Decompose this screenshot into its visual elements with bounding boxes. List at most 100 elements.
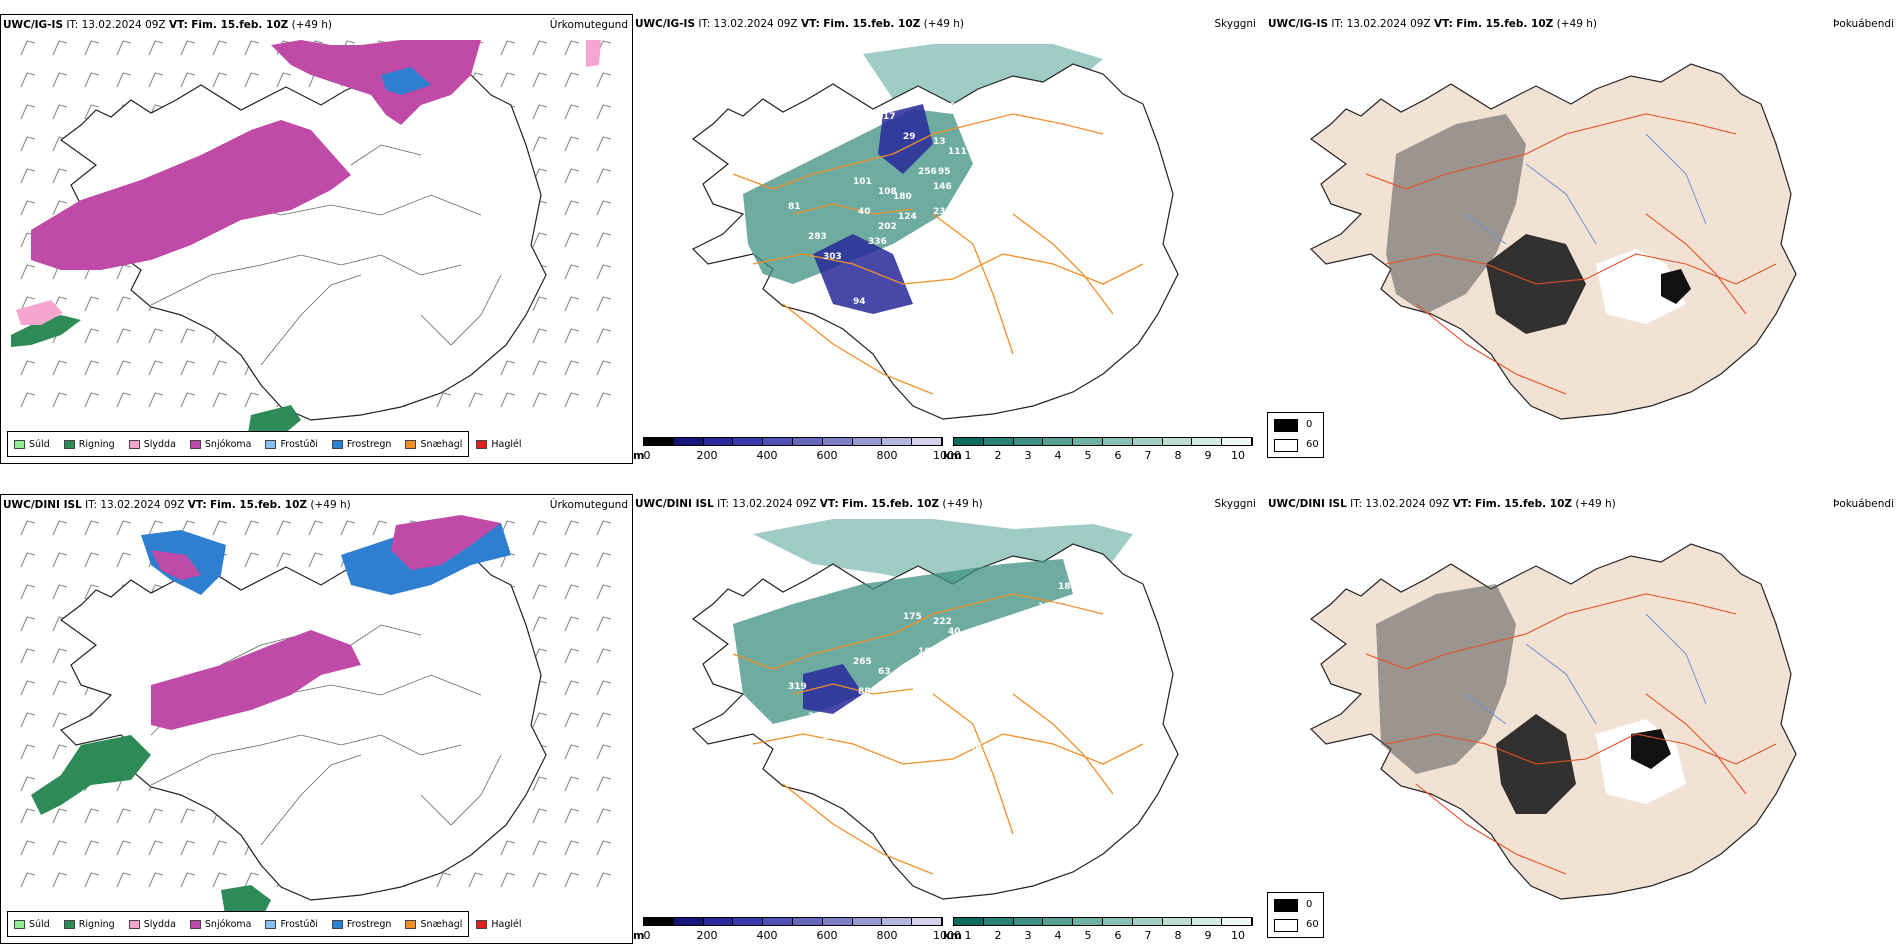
wind-barb [52,552,68,568]
colorbar-tick-label: 5 [1084,929,1092,942]
wind-barb [116,328,132,344]
panel-title: Úrkomutegund [549,19,628,31]
colorbar-segment [983,438,1014,445]
wind-barb [532,392,548,408]
wind-barb [52,680,68,696]
colorbar-segment [822,918,853,925]
wind-barb [20,360,36,376]
wind-barb [212,520,228,536]
wind-barb [20,552,36,568]
visibility-panel-dini: UWC/DINI ISL IT: 13.02.2024 09Z VT: Fim.… [633,494,1266,944]
fog-label: 0 [1306,419,1313,430]
wind-barb [532,104,548,120]
legend-label: Frostúði [280,438,318,450]
ceiling-label: 184 [1058,582,1077,592]
wind-barb [20,584,36,600]
wind-barb [148,392,164,408]
ceiling-label: 89 [933,307,946,317]
vis-unit: km [943,929,962,942]
wind-barb [244,872,260,888]
ceiling-label: 111 [948,147,967,157]
wind-barb [532,232,548,248]
colorbar-tick-label: 10 [1231,449,1245,462]
legend-swatch [189,439,201,449]
precip-type-map [20,515,612,920]
wind-barb [116,552,132,568]
legend-swatch [128,439,140,449]
wind-barb [148,328,164,344]
wind-barb [52,744,68,760]
legend-item: Slydda [128,919,176,930]
ceiling-label: 114 [1033,307,1052,317]
precip-type-legend: Súld Rigning Slydda Snjókoma Frostúði Fr… [7,431,522,457]
fog-legend: 0 60 [1267,892,1324,938]
fog-index-area [1376,584,1516,774]
ceiling-label: 40 [858,207,871,217]
wind-barb [468,872,484,888]
wind-barb [532,520,548,536]
ceiling-label: 63 [878,667,891,677]
colorbar-tick-label: 800 [876,449,898,462]
colorbar-tick-label: 1000 [933,449,961,462]
road-network [1365,113,1777,395]
colorbar-segment [792,438,823,445]
ceiling-label: 161 [918,647,937,657]
ceiling-label: 299 [933,762,952,772]
wind-barb [84,296,100,312]
vis-colorbar [953,917,1253,926]
wind-barb [564,840,580,856]
wind-barb [596,328,612,344]
rain-area-west [31,735,151,815]
ceiling-label: 155 [1038,602,1057,612]
wind-barb [500,840,516,856]
fog-swatch [1274,919,1298,932]
wind-barb [116,520,132,536]
wind-barb [596,808,612,824]
fog-label: 60 [1306,919,1319,930]
colorbar-segment [703,918,734,925]
colorbar-tick-label: 9 [1204,449,1212,462]
run-header: UWC/IG-IS IT: 13.02.2024 09Z VT: Fim. 15… [3,19,332,31]
wind-barb [180,40,196,56]
colorbar-tick-label: 4 [1054,929,1062,942]
ceiling-label: 283 [808,232,827,242]
wind-barb [276,552,292,568]
legend-swatch [405,919,417,929]
wind-barb [564,680,580,696]
ceiling-label: 175 [903,612,922,622]
wind-barb [180,392,196,408]
wind-barb [532,552,548,568]
colorbar-tick-label: 800 [876,929,898,942]
legend-label: Súld [29,438,50,450]
ceiling-label: 40 [948,627,961,637]
colorbar-segment [1162,918,1193,925]
legend-label: Slydda [143,438,176,450]
wind-barb [20,616,36,632]
legend-item: Slydda [128,438,176,450]
colorbar-segment [1073,918,1103,925]
wind-barb [532,712,548,728]
wind-barb [20,104,36,120]
wind-barb [180,840,196,856]
colorbar-tick-label: 4 [1054,449,1062,462]
colorbar-segment [644,438,674,445]
wind-barb [84,72,100,88]
colorbar-segment [1222,438,1252,445]
wind-barb [20,296,36,312]
wind-barb [244,72,260,88]
snow-area [151,550,201,580]
wind-barb [596,360,612,376]
colorbar-segment [822,438,853,445]
wind-barb [180,360,196,376]
wind-barb [52,104,68,120]
wind-barb [596,680,612,696]
colorbar-tick-label: 3 [1024,449,1032,462]
legend-item: Frostregn [331,439,391,450]
colorbar-tick-label: 400 [756,449,778,462]
legend-swatch [63,919,75,929]
wind-barb [20,648,36,664]
ceiling-label: 94 [908,327,921,337]
legend-item: Frostúði [265,919,318,930]
